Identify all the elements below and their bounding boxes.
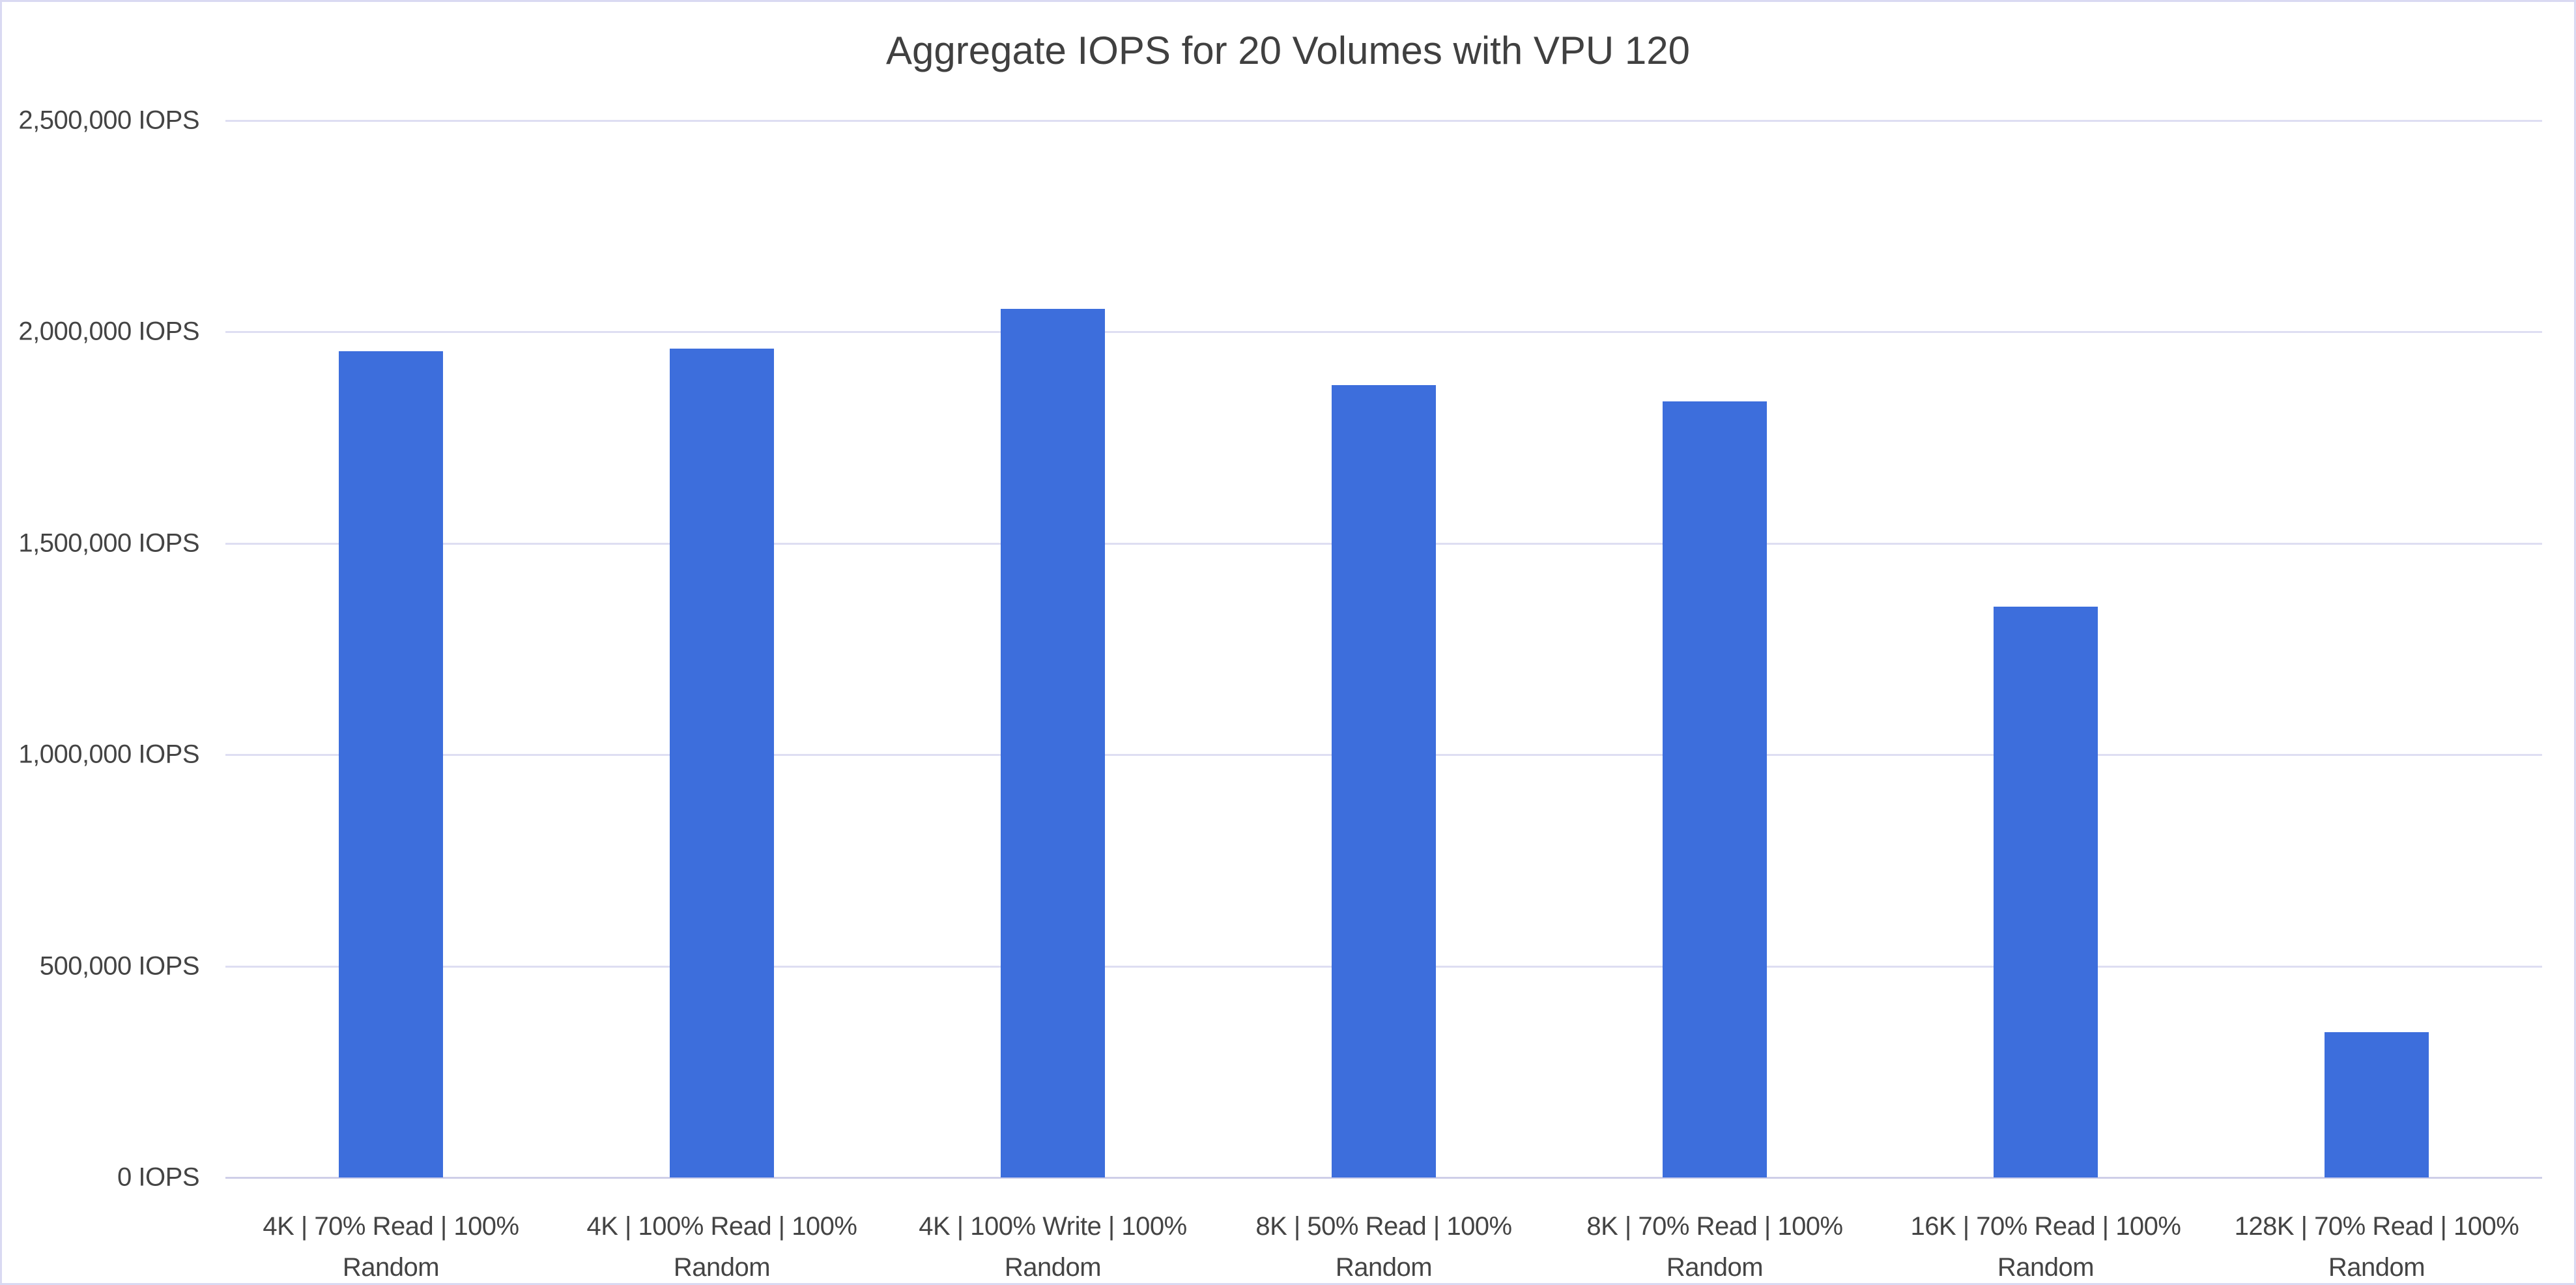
gridline xyxy=(225,120,2542,122)
chart-title: Aggregate IOPS for 20 Volumes with VPU 1… xyxy=(885,29,1690,72)
x-axis-category-label: 128K | 70% Read | 100% Random xyxy=(2234,1212,2519,1282)
bar xyxy=(670,349,774,1177)
bar xyxy=(2325,1032,2429,1177)
y-axis-tick-label: 500,000 IOPS xyxy=(39,951,200,981)
gridline xyxy=(225,331,2542,334)
bar xyxy=(1663,401,1767,1177)
x-axis-category-label: 16K | 70% Read | 100% Random xyxy=(1910,1212,2181,1282)
x-axis-category-label: 4K | 70% Read | 100% Random xyxy=(263,1212,519,1282)
bar xyxy=(1332,384,1436,1177)
y-axis-tick-label: 2,500,000 IOPS xyxy=(18,106,199,135)
y-axis-tick-label: 1,000,000 IOPS xyxy=(18,740,199,769)
x-axis-category-label: 4K | 100% Write | 100% Random xyxy=(919,1212,1187,1282)
bar xyxy=(1001,308,1105,1177)
x-axis-category-label: 4K | 100% Read | 100% Random xyxy=(586,1212,857,1282)
y-axis-tick-label: 1,500,000 IOPS xyxy=(18,528,199,558)
bar xyxy=(339,351,443,1177)
x-axis-category-label: 8K | 50% Read | 100% Random xyxy=(1255,1212,1512,1282)
y-axis-tick-label: 0 IOPS xyxy=(117,1162,199,1192)
gridline xyxy=(225,1177,2542,1179)
bar xyxy=(1994,607,2098,1177)
x-axis-category-label: 8K | 70% Read | 100% Random xyxy=(1586,1212,1843,1282)
y-axis-tick-label: 2,000,000 IOPS xyxy=(18,317,199,346)
